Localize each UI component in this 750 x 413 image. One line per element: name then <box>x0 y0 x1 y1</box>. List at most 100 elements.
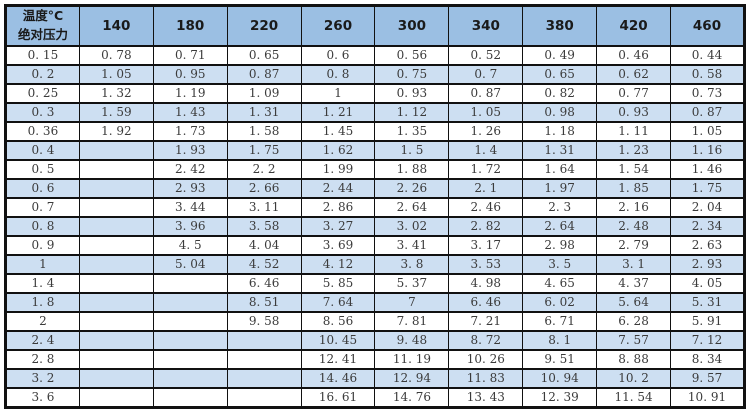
value-cell: 4. 65 <box>522 272 598 294</box>
value-cell: 16. 61 <box>300 386 376 409</box>
value-cell <box>152 386 228 409</box>
table-row: 0. 7 3. 44 3. 11 2. 86 2. 64 2. 46 2. 3 2. 16 2.… <box>5 196 745 218</box>
table-row: 0. 5 2. 42 2. 2 1. 99 1. 88 1. 72 1. 64 1. 54 1.… <box>5 158 745 180</box>
value-cell <box>78 196 154 218</box>
value-cell: 14. 76 <box>374 386 450 409</box>
value-cell <box>226 386 302 409</box>
temp-column-header: 380 <box>522 4 598 47</box>
value-cell <box>78 310 154 332</box>
value-cell: 6. 28 <box>596 310 672 332</box>
value-cell: 10. 26 <box>448 348 524 370</box>
temp-column-header: 340 <box>448 4 524 47</box>
value-cell: 4. 98 <box>448 272 524 294</box>
value-cell: 3. 44 <box>152 196 228 218</box>
table-row: 0. 8 3. 96 3. 58 3. 27 3. 02 2. 82 2. 64 2. 48 2… <box>5 215 745 237</box>
value-cell: 0. 93 <box>374 82 450 104</box>
value-cell: 3. 02 <box>374 215 450 237</box>
value-cell: 10. 91 <box>670 386 745 409</box>
temp-column-header: 300 <box>374 4 450 47</box>
table-row: 2. 8 12. 41 11. 19 10. 26 9. 51 8. 88 8. 34 <box>5 348 745 370</box>
value-cell: 0. 73 <box>670 82 745 104</box>
value-cell: 0. 82 <box>522 82 598 104</box>
value-cell: 2. 34 <box>670 215 745 237</box>
table-row: 0. 2 1. 05 0. 95 0. 87 0. 8 0. 75 0. 7 0. 65 0. … <box>5 63 745 85</box>
header-row: 温度°C 绝对压力 140 180 220 260 300 340 380 420 460 <box>5 4 745 47</box>
value-cell: 6. 46 <box>448 291 524 313</box>
pressure-row-header: 1 <box>5 253 80 275</box>
value-cell: 7. 57 <box>596 329 672 351</box>
value-cell: 0. 44 <box>670 44 745 66</box>
value-cell: 1. 05 <box>670 120 745 142</box>
value-cell: 1. 92 <box>78 120 154 142</box>
value-cell: 3. 27 <box>300 215 376 237</box>
value-cell: 1. 12 <box>374 101 450 123</box>
value-cell <box>226 348 302 370</box>
value-cell: 6. 46 <box>226 272 302 294</box>
value-cell: 5. 91 <box>670 310 745 332</box>
value-cell: 1. 58 <box>226 120 302 142</box>
value-cell: 1. 43 <box>152 101 228 123</box>
value-cell: 3. 53 <box>448 253 524 275</box>
value-cell: 8. 56 <box>300 310 376 332</box>
value-cell: 9. 58 <box>226 310 302 332</box>
value-cell: 1. 18 <box>522 120 598 142</box>
value-cell: 0. 46 <box>596 44 672 66</box>
value-cell <box>78 348 154 370</box>
value-cell: 2. 04 <box>670 196 745 218</box>
value-cell: 2. 93 <box>152 177 228 199</box>
value-cell: 2. 1 <box>448 177 524 199</box>
value-cell: 8. 88 <box>596 348 672 370</box>
value-cell: 1. 26 <box>448 120 524 142</box>
value-cell: 0. 95 <box>152 63 228 85</box>
value-cell: 7. 64 <box>300 291 376 313</box>
value-cell: 2. 3 <box>522 196 598 218</box>
table-row: 0. 25 1. 32 1. 19 1. 09 1 0. 93 0. 87 0. 82 0. 7… <box>5 82 745 104</box>
value-cell: 1. 4 <box>448 139 524 161</box>
value-cell: 2. 79 <box>596 234 672 256</box>
value-cell: 11. 54 <box>596 386 672 409</box>
value-cell: 0. 6 <box>300 44 376 66</box>
value-cell: 12. 39 <box>522 386 598 409</box>
value-cell: 12. 94 <box>374 367 450 389</box>
value-cell: 8. 72 <box>448 329 524 351</box>
value-cell: 4. 52 <box>226 253 302 275</box>
pressure-row-header: 2. 4 <box>5 329 80 351</box>
table-row: 2 9. 58 8. 56 7. 81 7. 21 6. 71 6. 28 5. 91 <box>5 310 745 332</box>
value-cell <box>78 215 154 237</box>
value-cell: 2. 64 <box>522 215 598 237</box>
value-cell: 1. 72 <box>448 158 524 180</box>
pressure-row-header: 1. 4 <box>5 272 80 294</box>
pressure-row-header: 3. 2 <box>5 367 80 389</box>
table-row: 0. 6 2. 93 2. 66 2. 44 2. 26 2. 1 1. 97 1. 85 1.… <box>5 177 745 199</box>
value-cell <box>78 291 154 313</box>
corner-header-cell: 温度°C 绝对压力 <box>5 4 80 47</box>
value-cell: 10. 2 <box>596 367 672 389</box>
value-cell: 1. 75 <box>670 177 745 199</box>
value-cell: 2. 2 <box>226 158 302 180</box>
value-cell: 2. 86 <box>300 196 376 218</box>
value-cell: 1. 05 <box>448 101 524 123</box>
value-cell: 0. 71 <box>152 44 228 66</box>
value-cell: 0. 78 <box>78 44 154 66</box>
table-row: 0. 15 0. 78 0. 71 0. 65 0. 6 0. 56 0. 52 0. 49 0… <box>5 44 745 66</box>
value-cell: 1. 75 <box>226 139 302 161</box>
value-cell: 0. 87 <box>448 82 524 104</box>
table-row: 0. 4 1. 93 1. 75 1. 62 1. 5 1. 4 1. 31 1. 23 1. … <box>5 139 745 161</box>
value-cell: 1. 09 <box>226 82 302 104</box>
value-cell <box>78 386 154 409</box>
value-cell: 2. 26 <box>374 177 450 199</box>
value-cell: 2. 16 <box>596 196 672 218</box>
value-cell <box>78 158 154 180</box>
value-cell: 1. 31 <box>522 139 598 161</box>
value-cell <box>226 367 302 389</box>
value-cell: 0. 77 <box>596 82 672 104</box>
value-cell: 3. 96 <box>152 215 228 237</box>
value-cell: 1. 16 <box>670 139 745 161</box>
value-cell: 0. 7 <box>448 63 524 85</box>
value-cell: 7. 12 <box>670 329 745 351</box>
value-cell: 1. 59 <box>78 101 154 123</box>
pressure-row-header: 1. 8 <box>5 291 80 313</box>
value-cell: 3. 69 <box>300 234 376 256</box>
value-cell <box>152 348 228 370</box>
